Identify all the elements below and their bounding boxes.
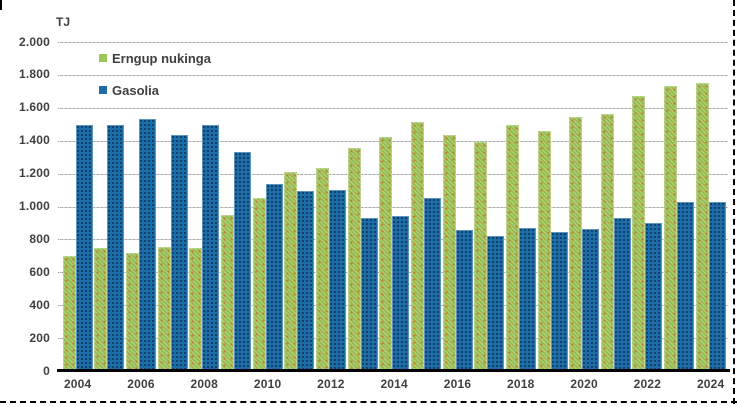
bar-2015-erngup-nukinga [410,121,424,371]
legend-label-erngup-nukinga: Erngup nukinga [112,50,211,66]
bar-2010-gasolia [265,183,283,371]
y-tick-400: 400 [29,297,50,312]
bar-2011-erngup-nukinga [284,172,298,371]
x-tick-2022: 2022 [633,377,662,391]
bar-2014-gasolia [392,216,410,371]
bar-2016-erngup-nukinga [442,134,456,371]
bar-2006-gasolia [139,118,156,371]
bar-2013-erngup-nukinga [347,148,361,371]
bar-2010-erngup-nukinga [252,198,266,371]
x-tick-2024: 2024 [696,377,725,391]
y-tick-1.200: 1.200 [18,166,50,181]
legend-label-gasolia: Gasolia [112,82,159,98]
bar-2008-erngup-nukinga [189,248,203,371]
y-tick-800: 800 [29,231,50,246]
bar-2017-erngup-nukinga [474,141,488,371]
bar-2013-gasolia [360,218,378,371]
bar-2004-erngup-nukinga [62,255,76,371]
bar-2024-gasolia [708,202,726,371]
bar-2016-gasolia [455,230,473,371]
bar-2022-gasolia [645,222,663,371]
x-tick-2008: 2008 [190,377,219,391]
bar-2005-gasolia [107,125,125,371]
x-tick-2014: 2014 [380,377,408,391]
gridline-1.000 [58,206,728,208]
bar-2004-gasolia [75,125,93,371]
bar-2024-erngup-nukinga [695,83,709,371]
bar-2020-gasolia [582,228,600,371]
y-axis-unit-label: TJ [56,15,71,29]
x-axis-line [57,369,730,372]
legend-swatch-erngup-nukinga [99,54,107,62]
bar-2011-gasolia [297,190,315,371]
gridline-1.800 [58,74,728,76]
x-tick-2010: 2010 [253,377,282,391]
bar-2019-erngup-nukinga [537,130,551,371]
bar-2005-erngup-nukinga [94,247,108,371]
bar-2015-gasolia [423,197,441,371]
y-tick-600: 600 [29,264,50,279]
y-tick-0: 0 [43,363,50,378]
x-tick-2004: 2004 [63,377,92,391]
bar-2008-gasolia [202,125,220,371]
bar-2023-erngup-nukinga [664,86,678,371]
y-tick-2.000: 2.000 [18,34,50,49]
y-tick-1.600: 1.600 [18,100,50,115]
bar-2018-erngup-nukinga [505,125,519,371]
bar-2007-gasolia [170,134,188,371]
bar-2022-erngup-nukinga [632,95,646,371]
y-tick-1.400: 1.400 [18,133,50,148]
y-tick-1.000: 1.000 [18,199,50,213]
legend-swatch-gasolia [99,86,107,94]
image-border-right [733,0,735,404]
bar-2020-erngup-nukinga [569,116,583,371]
legend: Erngup nukinga Gasolia [99,50,211,116]
gridline-1.200 [58,173,728,175]
legend-item-erngup-nukinga: Erngup nukinga [99,50,211,66]
x-tick-2016: 2016 [443,377,472,391]
y-tick-1.800: 1.800 [18,67,50,82]
x-tick-2012: 2012 [317,377,345,391]
y-tick-200: 200 [29,330,50,345]
gridline-2.000 [58,42,728,43]
bar-2018-gasolia [518,227,536,371]
gridline-1.600 [58,107,728,109]
legend-item-gasolia: Gasolia [99,82,211,98]
corner-mark [0,0,2,10]
bar-2023-gasolia [677,202,695,371]
gridline-1.400 [58,140,728,142]
bar-2019-gasolia [550,232,568,371]
bar-2012-gasolia [328,190,346,371]
bar-2021-gasolia [613,218,631,371]
bar-2021-erngup-nukinga [600,114,614,371]
bar-2014-erngup-nukinga [379,136,393,371]
x-tick-2006: 2006 [127,377,155,391]
bar-2006-erngup-nukinga [126,252,139,371]
bar-2009-erngup-nukinga [220,214,234,371]
bar-2012-erngup-nukinga [315,167,329,371]
x-tick-2020: 2020 [570,377,598,391]
x-tick-2018: 2018 [507,377,535,391]
bar-2017-gasolia [487,236,505,371]
image-border-bottom [0,401,737,403]
bar-2009-gasolia [233,152,251,371]
bar-2007-erngup-nukinga [157,246,171,371]
